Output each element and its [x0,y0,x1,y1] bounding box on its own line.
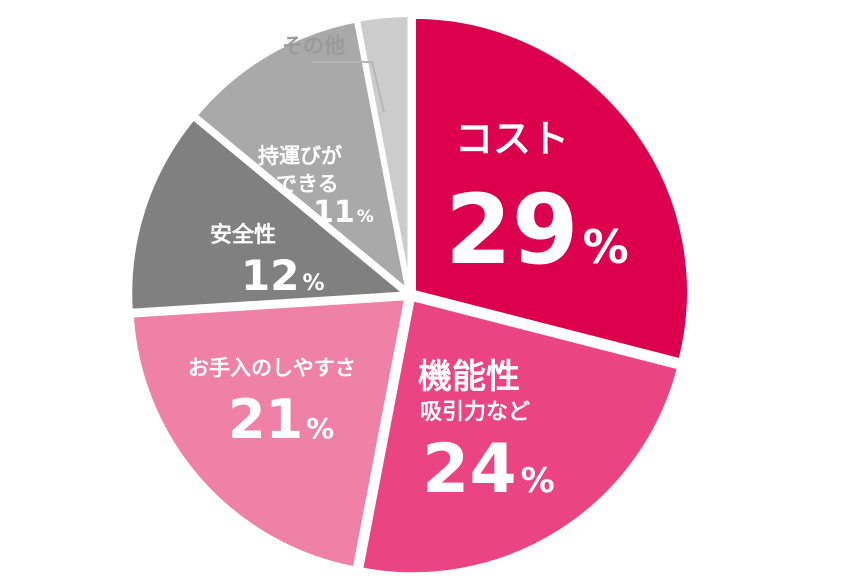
slice-label-sub: できる [276,172,339,196]
pie-labels: コスト 29% 機能性 吸引力など 24% お手入のしやすさ 21% 安全性 1… [188,34,629,509]
pie-slice-3 [129,296,409,571]
percent-sign: % [583,220,629,274]
slice-label-value: 11% [313,195,374,230]
slice-label-value: 21% [228,388,334,451]
pie-slices [128,13,691,577]
slice-label-value: 12% [241,251,325,300]
slice-label-sub: 吸引力など [420,400,530,425]
percent-sign: % [302,271,324,296]
pie-slice-1 [412,14,691,363]
pie-slice-5 [193,18,410,293]
slice-label-name: 安全性 [210,222,276,248]
slice-label-name: その他 [282,34,345,58]
slice-label-name: 機能性 [418,357,520,397]
leader-line [312,61,385,113]
slice-label-value: 29% [445,174,629,286]
pie-slice-4 [128,116,408,313]
percent-sign: % [306,412,334,445]
percent-sign: % [521,461,555,501]
slice-label-name: コスト [455,117,569,161]
percent-sign: % [357,207,374,227]
slice-label-name: お手入のしやすさ [188,356,356,380]
pie-slice-2 [359,297,681,577]
slice-label-name: 持運びが [258,144,342,168]
pie-slice-6 [356,13,412,292]
slice-label-value: 24% [422,430,555,509]
